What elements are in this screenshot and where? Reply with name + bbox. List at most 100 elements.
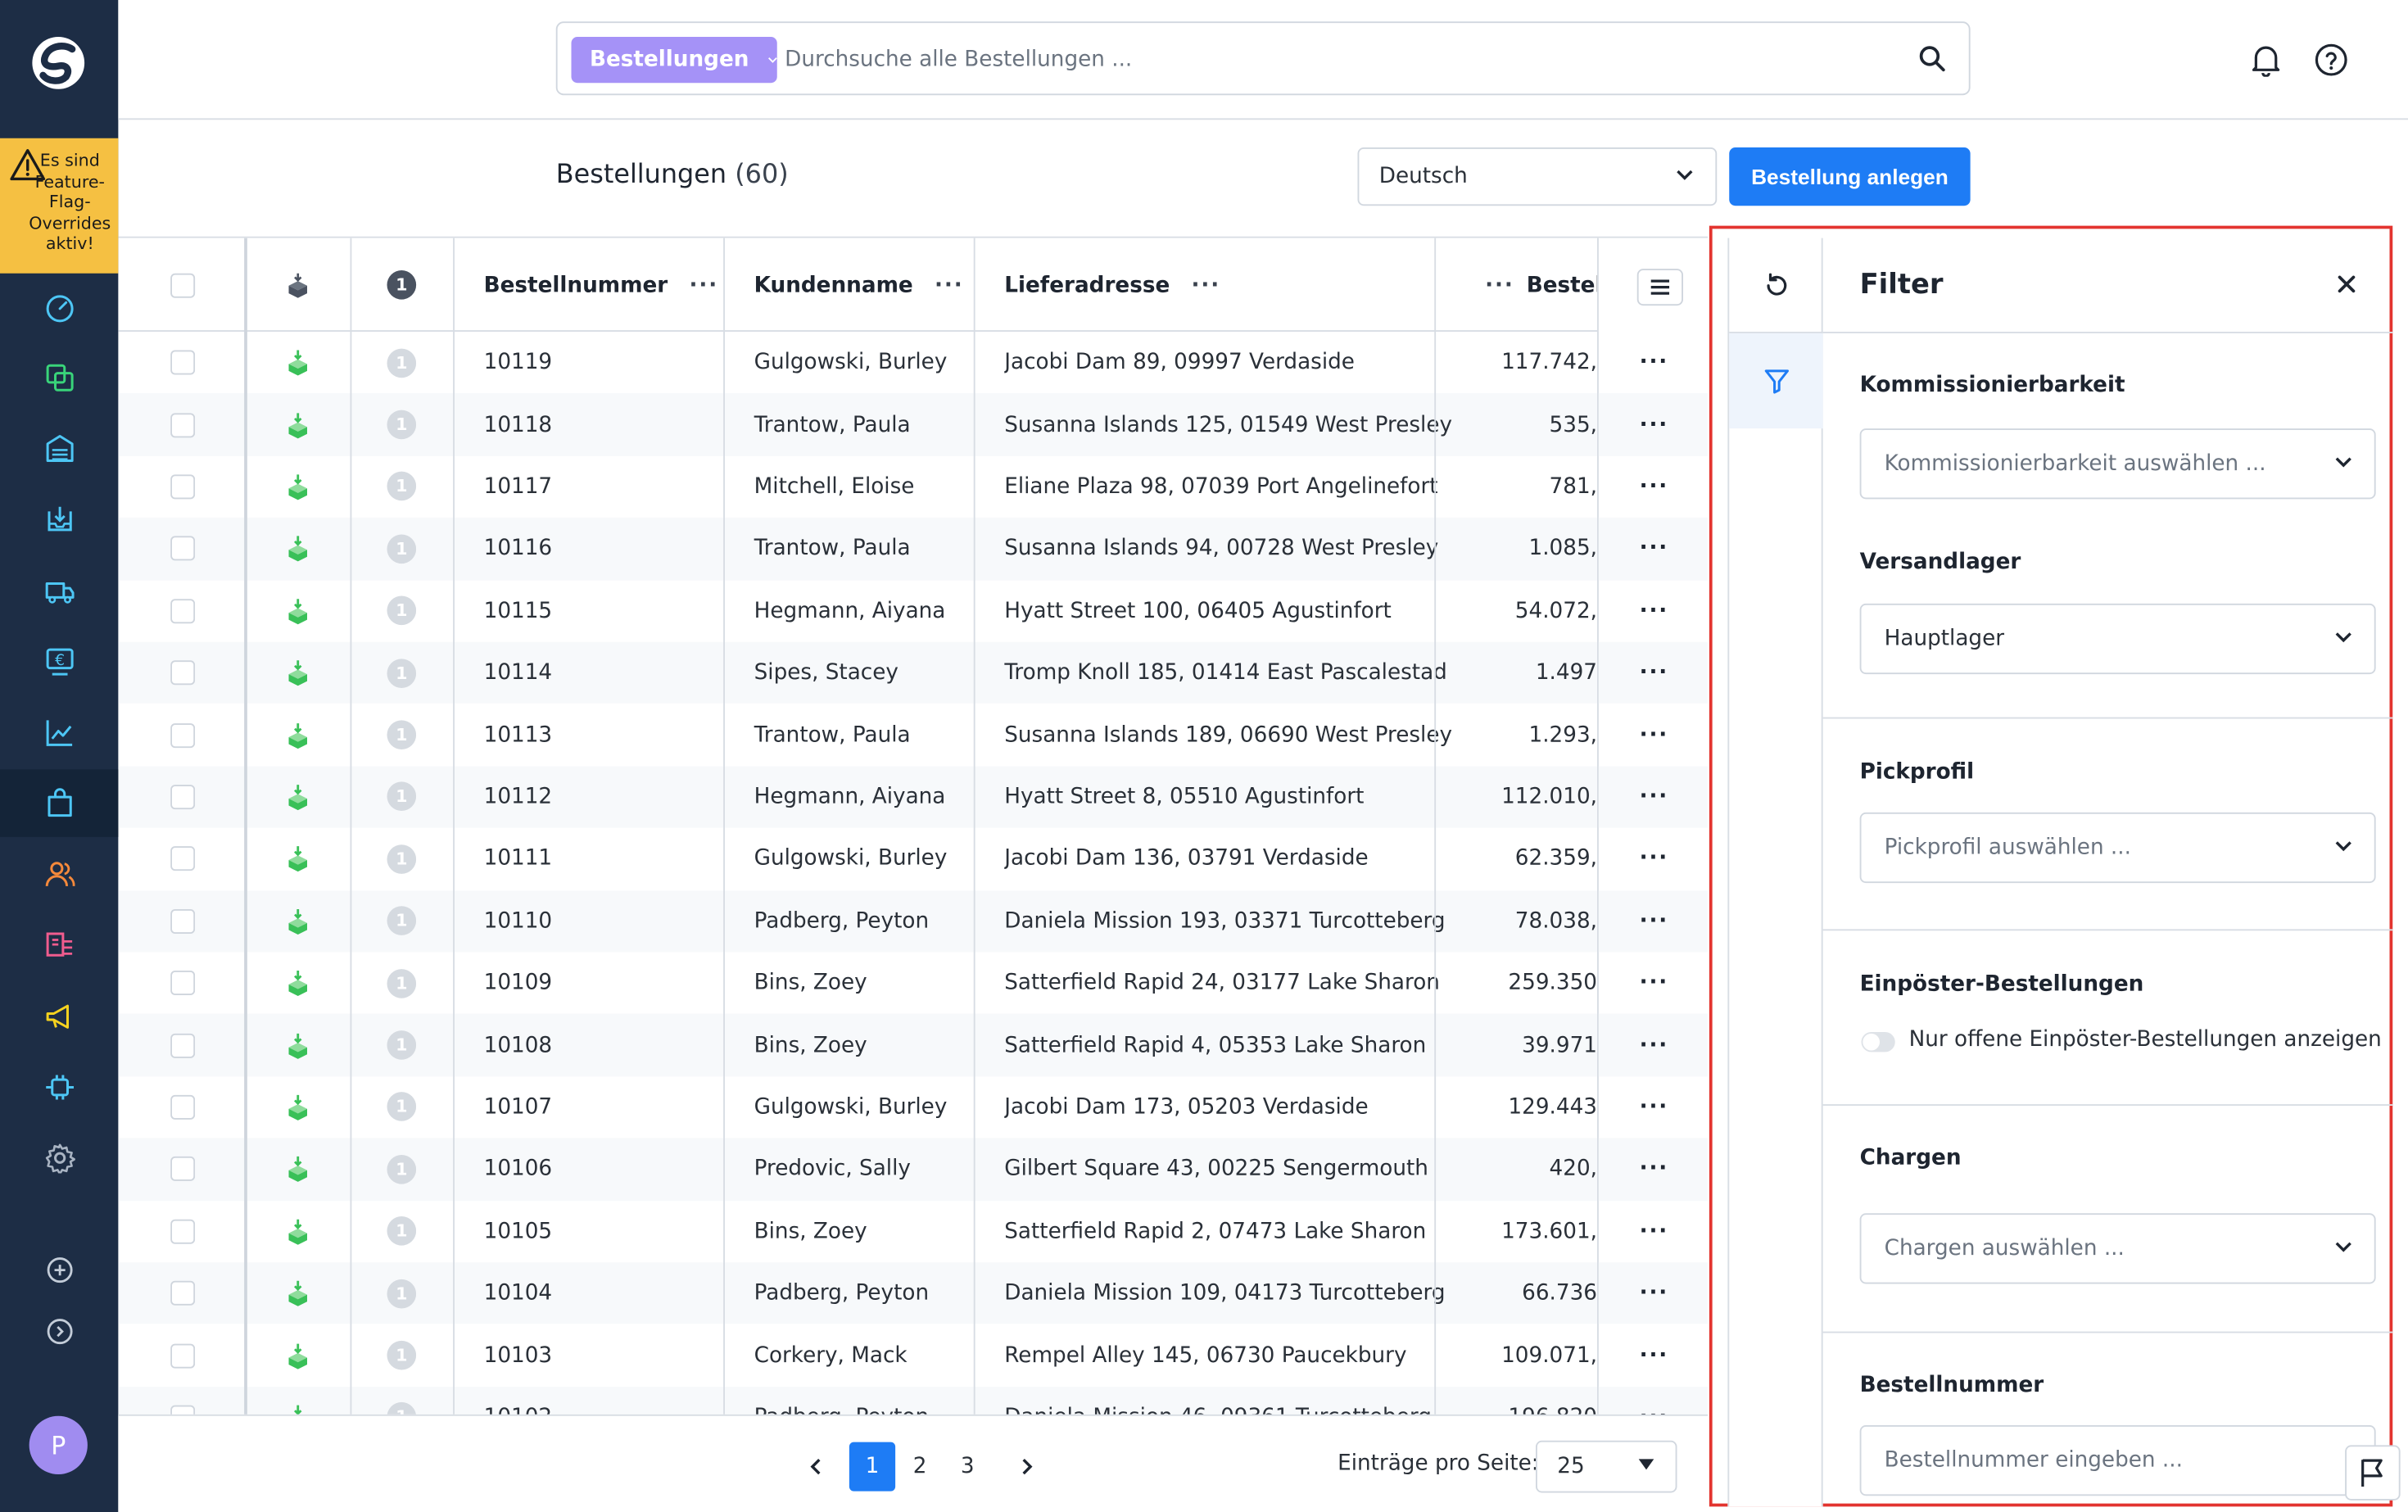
sidebar-item-orders[interactable] xyxy=(0,769,119,837)
row-checkbox[interactable] xyxy=(170,1157,196,1182)
sidebar-item-content[interactable] xyxy=(0,912,118,980)
search-input[interactable] xyxy=(785,38,1860,82)
row-checkbox[interactable] xyxy=(170,474,196,500)
order-number-filter-input[interactable] xyxy=(1859,1425,2376,1496)
row-checkbox[interactable] xyxy=(170,785,196,810)
row-context-menu-icon[interactable]: ··· xyxy=(1639,474,1669,500)
row-context-menu-icon[interactable]: ··· xyxy=(1639,350,1669,375)
order-number-header[interactable]: Bestellnummer ··· xyxy=(484,238,718,332)
order-number-cell[interactable]: 10113 xyxy=(483,722,553,748)
per-page-select[interactable]: 25 xyxy=(1536,1440,1677,1493)
row-context-menu-icon[interactable]: ··· xyxy=(1639,536,1669,562)
table-row[interactable]: 1 10119 Gulgowski, Burley Jacobi Dam 89, 09… xyxy=(118,332,1708,394)
row-checkbox[interactable] xyxy=(170,412,196,437)
sidebar-item-inbound[interactable] xyxy=(0,486,118,554)
row-checkbox[interactable] xyxy=(170,660,196,686)
help-icon[interactable] xyxy=(2315,43,2348,77)
order-number-cell[interactable]: 10111 xyxy=(483,846,553,871)
row-checkbox[interactable] xyxy=(170,598,196,623)
search-module-dropdown[interactable]: Bestellungen xyxy=(571,37,777,84)
column-menu-icon[interactable]: ··· xyxy=(689,272,719,297)
order-number-cell[interactable]: 10112 xyxy=(483,785,553,810)
row-checkbox[interactable] xyxy=(170,971,196,996)
table-row[interactable]: 1 10110 Padberg, Peyton Daniela Mission 193… xyxy=(118,890,1708,953)
row-context-menu-icon[interactable]: ··· xyxy=(1639,908,1669,934)
order-number-cell[interactable]: 10117 xyxy=(483,474,553,500)
row-checkbox[interactable] xyxy=(170,536,196,562)
row-context-menu-icon[interactable]: ··· xyxy=(1639,722,1669,748)
row-context-menu-icon[interactable]: ··· xyxy=(1639,1219,1669,1244)
order-number-cell[interactable]: 10108 xyxy=(483,1033,553,1058)
next-page-button[interactable] xyxy=(1004,1442,1050,1492)
search-icon[interactable] xyxy=(1918,44,1946,72)
page-3-button[interactable]: 3 xyxy=(960,1454,975,1479)
sidebar-item-marketing[interactable] xyxy=(0,982,118,1050)
table-row[interactable]: 1 10108 Bins, Zoey Satterfield Rapid 4, 053… xyxy=(118,1014,1708,1076)
sidebar-item-customers[interactable] xyxy=(0,840,118,908)
order-number-cell[interactable]: 10114 xyxy=(483,660,553,686)
sidebar-item-reports[interactable] xyxy=(0,699,118,767)
table-row[interactable]: 1 10109 Bins, Zoey Satterfield Rapid 24, 03… xyxy=(118,953,1708,1015)
table-row[interactable]: 1 10115 Hegmann, Aiyana Hyatt Street 100, 0… xyxy=(118,580,1708,642)
column-menu-icon[interactable]: ··· xyxy=(1485,272,1514,297)
sidebar-item-shipping[interactable] xyxy=(0,557,118,625)
row-checkbox[interactable] xyxy=(170,350,196,375)
row-context-menu-icon[interactable]: ··· xyxy=(1639,1094,1669,1120)
sidebar-add-icon[interactable] xyxy=(0,1236,118,1304)
order-number-cell[interactable]: 10102 xyxy=(484,1387,553,1415)
order-number-cell[interactable]: 10106 xyxy=(483,1157,553,1182)
row-context-menu-icon[interactable]: ··· xyxy=(1639,971,1669,996)
row-checkbox[interactable] xyxy=(170,722,196,748)
pickprofile-select[interactable]: Pickprofil auswählen ... xyxy=(1859,812,2376,884)
sidebar-item-extensions[interactable] xyxy=(0,1053,118,1121)
table-row[interactable]: 1 10112 Hegmann, Aiyana Hyatt Street 8, 055… xyxy=(118,766,1708,828)
row-checkbox[interactable] xyxy=(170,1281,196,1306)
table-row[interactable]: 1 10106 Predovic, Sally Gilbert Square 43, … xyxy=(118,1138,1708,1201)
table-row[interactable]: 1 10116 Trantow, Paula Susanna Islands 94, … xyxy=(118,518,1708,580)
shopware-logo-icon[interactable] xyxy=(29,34,88,92)
sidebar-item-dashboard[interactable] xyxy=(0,274,118,342)
order-number-cell[interactable]: 10115 xyxy=(483,598,553,623)
create-order-button[interactable]: Bestellung anlegen xyxy=(1729,147,1971,206)
prev-page-button[interactable] xyxy=(793,1442,839,1492)
close-icon[interactable] xyxy=(2338,275,2356,294)
row-context-menu-icon[interactable]: ··· xyxy=(1640,1406,1669,1415)
single-item-toggle[interactable] xyxy=(1861,1032,1895,1053)
table-row[interactable]: 1 10111 Gulgowski, Burley Jacobi Dam 136, 0… xyxy=(118,828,1708,890)
table-row[interactable]: 1 10102 Padberg, Peyton Daniela Mission 46,… xyxy=(118,1386,1708,1415)
row-context-menu-icon[interactable]: ··· xyxy=(1639,846,1669,871)
column-settings-button[interactable] xyxy=(1636,269,1683,306)
notification-bell-icon[interactable] xyxy=(2250,43,2282,77)
row-checkbox[interactable] xyxy=(170,846,196,871)
row-context-menu-icon[interactable]: ··· xyxy=(1639,660,1669,686)
address-header[interactable]: Lieferadresse ··· xyxy=(1004,238,1220,332)
row-context-menu-icon[interactable]: ··· xyxy=(1639,412,1669,437)
picking-select[interactable]: Kommissionierbarkeit auswählen ... xyxy=(1859,428,2376,500)
row-context-menu-icon[interactable]: ··· xyxy=(1639,1033,1669,1058)
order-number-cell[interactable]: 10105 xyxy=(483,1219,553,1244)
user-avatar[interactable]: P xyxy=(29,1415,88,1474)
order-number-cell[interactable]: 10118 xyxy=(483,412,553,437)
table-row[interactable]: 1 10105 Bins, Zoey Satterfield Rapid 2, 074… xyxy=(118,1200,1708,1262)
feedback-flag-button[interactable] xyxy=(2345,1445,2401,1501)
row-context-menu-icon[interactable]: ··· xyxy=(1639,1342,1669,1368)
column-menu-icon[interactable]: ··· xyxy=(1191,272,1221,297)
count-column-header[interactable]: 1 xyxy=(387,238,417,332)
row-context-menu-icon[interactable]: ··· xyxy=(1639,598,1669,623)
order-number-cell[interactable]: 10103 xyxy=(483,1342,553,1368)
table-row[interactable]: 1 10114 Sipes, Stacey Tromp Knoll 185, 0141… xyxy=(118,641,1708,704)
warehouse-select[interactable]: Hauptlager xyxy=(1859,603,2376,675)
language-select[interactable]: Deutsch xyxy=(1357,147,1718,206)
table-row[interactable]: 1 10104 Padberg, Peyton Daniela Mission 109… xyxy=(118,1262,1708,1324)
sidebar-item-warehouse[interactable] xyxy=(0,415,118,483)
order-number-cell[interactable]: 10116 xyxy=(483,536,553,562)
table-row[interactable]: 1 10103 Corkery, Mack Rempel Alley 145, 067… xyxy=(118,1324,1708,1387)
row-checkbox[interactable] xyxy=(170,908,196,934)
table-row[interactable]: 1 10118 Trantow, Paula Susanna Islands 125,… xyxy=(118,393,1708,456)
row-context-menu-icon[interactable]: ··· xyxy=(1639,1281,1669,1306)
filter-tab[interactable] xyxy=(1729,333,1823,429)
row-checkbox[interactable] xyxy=(170,1342,196,1368)
order-number-cell[interactable]: 10119 xyxy=(483,350,553,375)
batches-select[interactable]: Chargen auswählen ... xyxy=(1859,1213,2376,1284)
sidebar-item-settings[interactable] xyxy=(0,1124,118,1192)
